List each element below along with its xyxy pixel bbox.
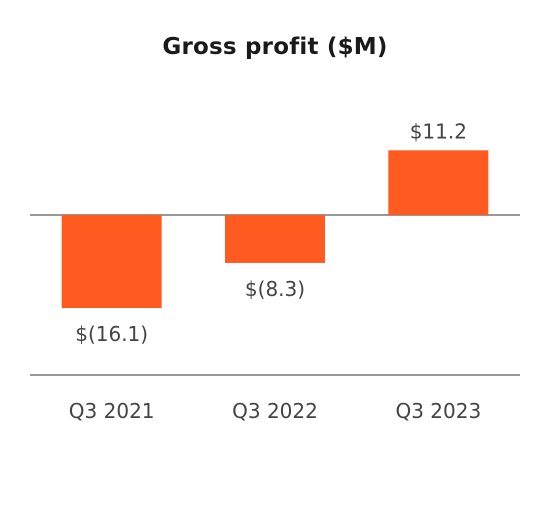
chart-title: Gross profit ($M) xyxy=(162,34,388,60)
data-label: $(16.1) xyxy=(75,322,148,346)
data-label: $11.2 xyxy=(410,119,467,143)
x-tick-label: Q3 2021 xyxy=(69,399,155,423)
bar-q3-2021 xyxy=(61,215,162,308)
bar-q3-2022 xyxy=(225,215,325,263)
x-tick-label: Q3 2023 xyxy=(395,399,481,423)
data-label: $(8.3) xyxy=(245,277,305,301)
x-tick-label: Q3 2022 xyxy=(232,399,318,423)
bar-q3-2023 xyxy=(388,150,489,215)
